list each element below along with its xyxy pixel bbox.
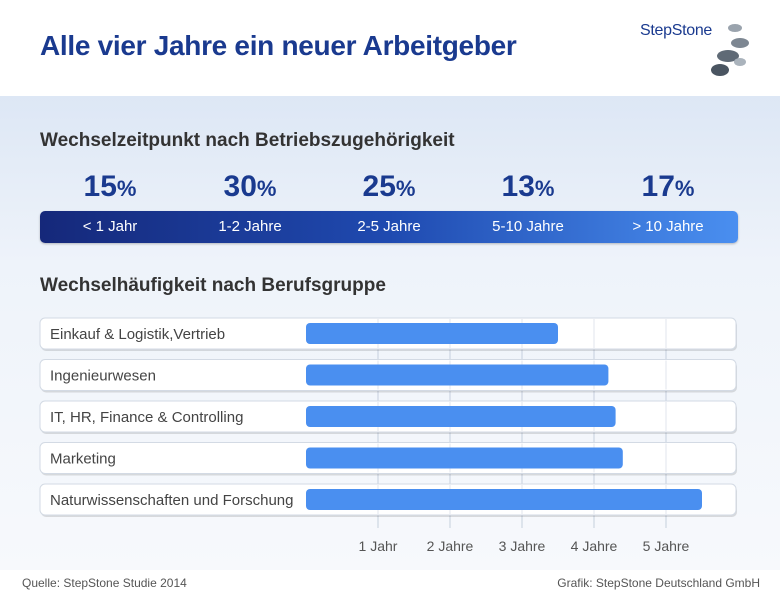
bar xyxy=(306,489,702,510)
header: Alle vier Jahre ein neuer Arbeitgeber St… xyxy=(0,0,780,96)
percent-value: 13% xyxy=(501,170,555,203)
tenure-label: 5-10 Jahre xyxy=(492,218,564,235)
tick-label: 1 Jahr xyxy=(359,538,398,554)
tenure-label: > 10 Jahre xyxy=(632,218,704,235)
source-note: Quelle: StepStone Studie 2014 xyxy=(22,576,187,590)
percent-value: 30% xyxy=(223,170,277,203)
tick-label: 4 Jahre xyxy=(571,538,618,554)
category-label: Marketing xyxy=(50,451,116,468)
profession-bar-chart: Einkauf & Logistik,Vertrieb Ingenieurwese… xyxy=(39,317,737,554)
section-title-tenure: Wechselzeitpunkt nach Betriebszugehörigk… xyxy=(40,130,455,151)
bar xyxy=(306,323,558,344)
bar xyxy=(306,406,616,427)
section-title-profession: Wechselhäufigkeit nach Berufsgruppe xyxy=(40,275,386,296)
bar xyxy=(306,364,609,386)
bar-row: Ingenieurwesen xyxy=(39,359,737,393)
bar-row: Naturwissenschaften und Forschung xyxy=(39,483,737,517)
bar-row: Einkauf & Logistik,Vertrieb xyxy=(39,317,737,351)
tenure-duration-bar: < 1 Jahr 1-2 Jahre 2-5 Jahre 5-10 Jahre … xyxy=(40,211,738,243)
percent-value: 15% xyxy=(83,170,137,203)
credit-note: Grafik: StepStone Deutschland GmbH xyxy=(557,576,760,590)
category-label: Naturwissenschaften und Forschung xyxy=(50,492,293,509)
category-label: IT, HR, Finance & Controlling xyxy=(50,409,243,426)
bar-row: Marketing xyxy=(39,442,737,476)
logo-stones-icon xyxy=(711,24,749,76)
tick-label: 5 Jahre xyxy=(643,538,690,554)
logo-text: StepStone xyxy=(640,22,713,39)
tenure-label: 1-2 Jahre xyxy=(218,218,282,235)
tick-label: 2 Jahre xyxy=(427,538,474,554)
percent-row: 15% 30% 25% 13% 17% xyxy=(40,170,738,210)
tenure-label: < 1 Jahr xyxy=(82,218,138,235)
category-label: Ingenieurwesen xyxy=(50,368,156,385)
percent-value: 25% xyxy=(362,170,416,203)
category-label: Einkauf & Logistik,Vertrieb xyxy=(50,326,225,343)
bar xyxy=(306,447,623,469)
tenure-label: 2-5 Jahre xyxy=(357,218,421,235)
footer: Quelle: StepStone Studie 2014 Grafik: St… xyxy=(0,570,780,600)
stepstone-logo: StepStone xyxy=(640,14,760,84)
percent-value: 17% xyxy=(641,170,695,203)
tick-label: 3 Jahre xyxy=(499,538,546,554)
page-title: Alle vier Jahre ein neuer Arbeitgeber xyxy=(40,30,517,61)
bar-row: IT, HR, Finance & Controlling xyxy=(39,400,737,434)
